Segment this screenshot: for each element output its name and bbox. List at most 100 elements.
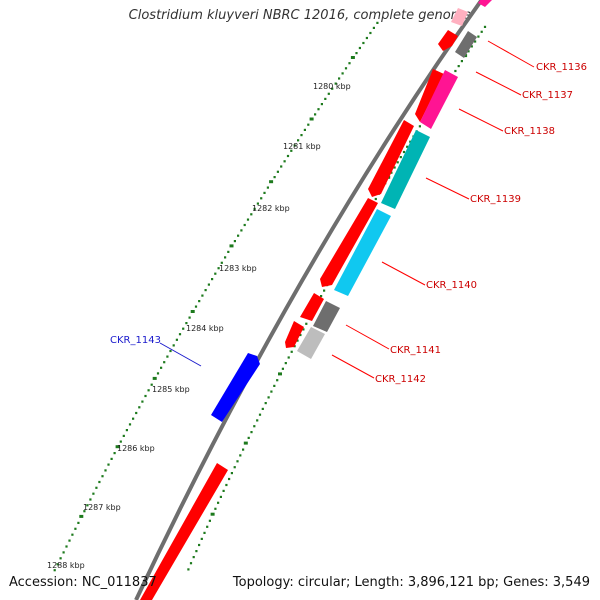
cds-cyan-light[interactable] [334, 209, 391, 296]
outer-tick-track-dot [334, 82, 337, 85]
outer-tick-track-dot [144, 394, 147, 398]
outer-tick-track-dot [290, 149, 293, 152]
outer-tick-track-dot [376, 21, 379, 24]
cds-red-2[interactable] [415, 69, 444, 122]
outer-tick-track-dot [358, 46, 361, 50]
outer-tick-track-dot [286, 154, 290, 158]
outer-tick-track-dot [246, 218, 250, 221]
outer-tick-track-dot [327, 92, 330, 95]
outer-tick-track-dot [269, 180, 274, 184]
inner-tick-track-dot [409, 140, 412, 143]
tick-label-1287: 1287 kbp [83, 503, 121, 512]
cds-gray-6[interactable] [313, 301, 340, 332]
cds-gray-light[interactable] [297, 327, 325, 359]
outer-tick-track-dot [135, 411, 138, 415]
outer-tick-track-dot [263, 191, 266, 194]
outer-tick-track-dot [201, 294, 204, 297]
inner-tick-track-dot [247, 436, 250, 439]
gene-label-ckr-1140[interactable]: CKR_1140 [426, 280, 477, 291]
cds-gray-top[interactable] [455, 31, 477, 58]
cds-red-7[interactable] [285, 321, 304, 348]
inner-tick-track-dot [228, 477, 231, 481]
outer-tick-track-dot [86, 504, 89, 507]
outer-tick-track-dot [65, 545, 68, 548]
cds-forward-red[interactable] [140, 463, 228, 600]
outer-tick-track-dot [273, 176, 276, 179]
outer-tick-track-dot [190, 310, 195, 313]
inner-tick-track-dot [187, 568, 190, 571]
inner-tick-track-dot [320, 295, 323, 298]
inner-tick-track-dot [210, 512, 215, 516]
outer-tick-track-dot [256, 202, 259, 205]
outer-tick-track-dot [95, 486, 98, 489]
gene-label-ckr-1137[interactable]: CKR_1137 [522, 90, 573, 101]
outer-tick-track-dot [266, 186, 269, 189]
inner-tick-track-dot [258, 413, 262, 416]
outer-tick-track-dot [163, 361, 166, 364]
gene-label-ckr-1136[interactable]: CKR_1136 [536, 62, 587, 73]
outer-tick-track-dot [132, 417, 135, 420]
cds-ckr-1143[interactable] [211, 353, 260, 422]
inner-tick-track-dot [261, 407, 264, 410]
inner-tick-track-dot [222, 489, 225, 492]
gene-label-ckr-1143[interactable]: CKR_1143 [110, 335, 161, 346]
outer-tick-track-dot [331, 87, 334, 90]
gene-label-ckr-1142[interactable]: CKR_1142 [375, 374, 426, 385]
outer-tick-track-dot [98, 480, 101, 484]
leader-ckr-1140 [381, 261, 426, 286]
inner-tick-track-dot [287, 356, 290, 359]
inner-tick-track-dot [402, 150, 406, 154]
outer-tick-track-dot [307, 123, 310, 126]
outer-tick-track-dot [178, 333, 182, 336]
outer-tick-track-dot [365, 36, 368, 40]
outer-tick-track-dot [53, 569, 56, 572]
inner-tick-track-dot [374, 197, 377, 201]
inner-tick-track-dot [200, 537, 203, 540]
inner-tick-track-dot [474, 40, 477, 43]
outer-tick-track-dot [74, 527, 77, 530]
outer-tick-track-dot [214, 272, 217, 275]
gene-label-ckr-1138[interactable]: CKR_1138 [504, 126, 555, 137]
outer-tick-track-dot [350, 56, 355, 59]
cds-red-top[interactable] [438, 30, 458, 51]
inner-tick-track-dot [242, 448, 245, 451]
cds-pink-top[interactable] [451, 8, 468, 26]
outer-tick-track-dot [372, 26, 375, 29]
gene-label-ckr-1141[interactable]: CKR_1141 [390, 345, 441, 356]
inner-tick-track-dot [454, 69, 457, 73]
inner-tick-track-dot [208, 519, 211, 522]
outer-tick-track-dot [233, 240, 236, 243]
cds-red-6[interactable] [300, 293, 324, 321]
leader-ckr-1141 [345, 324, 390, 350]
inner-tick-track-dot [206, 525, 209, 528]
gene-label-ckr-1139[interactable]: CKR_1139 [470, 194, 521, 205]
inner-tick-track-dot [293, 345, 296, 348]
accession-text: Accession: NC_011837 [9, 575, 157, 590]
cds-magenta-top[interactable] [478, 0, 492, 7]
cds-cyan-dark[interactable] [381, 130, 430, 209]
genome-backbone-line [134, 0, 485, 600]
outer-tick-track-dot [227, 250, 230, 253]
outer-tick-track-dot [113, 452, 116, 455]
inner-tick-track-dot [250, 431, 253, 434]
leader-ckr-1138 [458, 108, 504, 132]
topology-summary: Topology: circular; Length: 3,896,121 bp… [232, 575, 590, 590]
leader-ckr-1143 [159, 342, 202, 367]
cds-red-4[interactable] [368, 120, 414, 197]
inner-tick-track-dot [296, 339, 299, 342]
inner-tick-track-dot [406, 145, 409, 148]
outer-tick-track-dot [237, 234, 240, 237]
cds-red-5[interactable] [320, 198, 378, 287]
cds-magenta-2[interactable] [420, 70, 458, 129]
inner-tick-track-dot [236, 460, 239, 463]
outer-tick-track-dot [101, 475, 104, 478]
outer-tick-track-dot [125, 429, 128, 432]
inner-tick-track-dot [390, 171, 393, 174]
inner-tick-track-dot [253, 425, 256, 428]
inner-tick-track-dot [477, 35, 480, 38]
outer-tick-track-dot [243, 223, 246, 227]
outer-tick-track-dot [260, 197, 263, 200]
tick-label-1282: 1282 kbp [252, 204, 290, 213]
outer-tick-track-dot [107, 463, 110, 466]
